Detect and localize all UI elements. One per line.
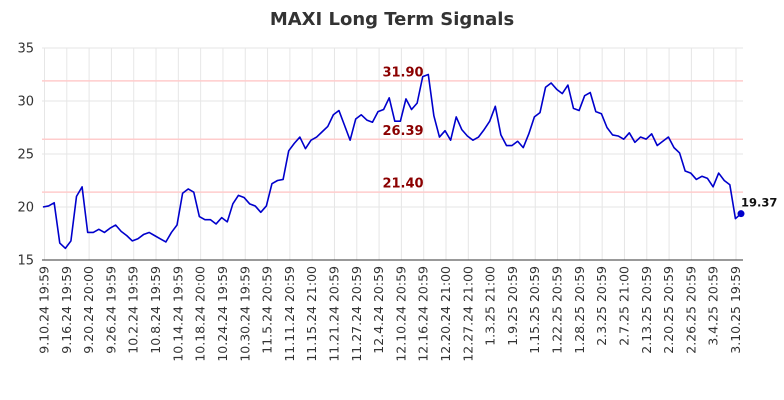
x-tick-label: 11.11.24 20:59 [282, 266, 297, 362]
signal-level-label: 26.39 [382, 124, 423, 139]
y-tick-label: 20 [17, 201, 34, 216]
x-tick-label: 10.18.24 20:00 [193, 266, 208, 362]
y-tick-labels: 15 20 25 30 35 [17, 42, 34, 269]
x-tick-label: 10.24.24 19:59 [215, 266, 230, 362]
x-tick-label: 12.20.24 21:00 [438, 266, 453, 362]
signal-levels: 31.90 26.39 21.40 [42, 65, 743, 193]
x-tick-label: 1.15.25 20:59 [527, 266, 542, 354]
y-tick-label: 35 [17, 42, 34, 57]
x-tick-label: 10.14.24 19:59 [170, 266, 185, 362]
x-tick-label: 9.16.24 19:59 [59, 266, 74, 354]
x-tick-label: 11.15.24 21:00 [304, 266, 319, 362]
last-value-label: 19.37 [741, 196, 777, 210]
price-line [42, 73, 742, 250]
x-tick-label: 2.13.25 20:59 [639, 266, 654, 354]
y-tick-label: 30 [17, 95, 34, 110]
x-tick-label: 12.10.24 20:59 [393, 266, 408, 362]
x-tick-label: 10.2.24 19:59 [126, 266, 141, 354]
x-tick-label: 2.7.25 21:00 [616, 266, 631, 346]
x-tick-label: 12.16.24 20:59 [416, 266, 431, 362]
x-tick-label: 3.4.25 20:59 [706, 266, 721, 346]
signal-level-label: 31.90 [382, 65, 423, 80]
x-tick-label: 3.10.25 19:59 [728, 266, 743, 354]
last-point-marker [737, 210, 745, 218]
price-series: 19.37 [42, 73, 777, 250]
x-tick-labels: 9.10.24 19:59 9.16.24 19:59 9.20.24 20:00 9… [37, 266, 744, 362]
x-tick-label: 11.27.24 20:59 [349, 266, 364, 362]
x-tick-label: 10.30.24 19:59 [237, 266, 252, 362]
x-tick-label: 10.8.24 19:59 [148, 266, 163, 354]
chart-title: MAXI Long Term Signals [270, 9, 514, 30]
x-tick-label: 1.3.25 21:00 [483, 266, 498, 346]
x-tick-label: 12.4.24 20:59 [371, 266, 386, 354]
x-tick-label: 1.22.25 20:59 [550, 266, 565, 354]
x-tick-label: 9.26.24 19:59 [103, 266, 118, 354]
x-tick-label: 2.20.25 20:59 [661, 266, 676, 354]
x-tick-label: 9.20.24 20:00 [81, 266, 96, 354]
signal-level-label: 21.40 [382, 177, 423, 192]
x-tick-label: 2.3.25 20:59 [594, 266, 609, 346]
x-tick-label: 11.5.24 20:59 [260, 266, 275, 354]
y-tick-label: 15 [17, 254, 34, 269]
x-tick-label: 9.10.24 19:59 [37, 266, 52, 354]
x-tick-label: 1.9.25 20:59 [505, 266, 520, 346]
x-tick-label: 2.26.25 20:59 [683, 266, 698, 354]
x-tick-label: 1.28.25 20:59 [572, 266, 587, 354]
x-tick-label: 11.21.24 20:59 [326, 266, 341, 362]
x-tick-label: 12.27.24 21:00 [460, 266, 475, 362]
y-tick-label: 25 [17, 148, 34, 163]
